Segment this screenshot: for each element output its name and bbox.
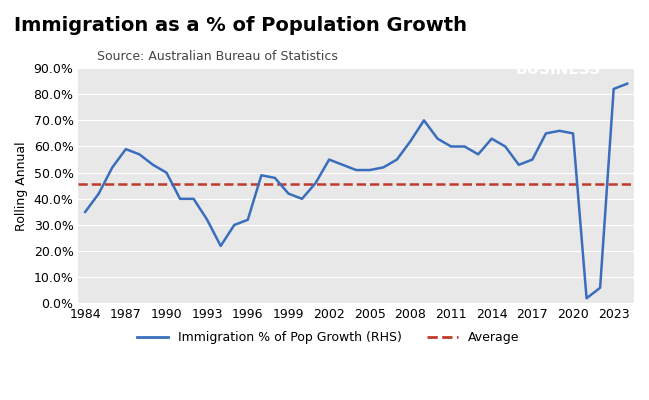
Y-axis label: Rolling Annual: Rolling Annual: [15, 141, 28, 230]
Text: Immigration as a % of Population Growth: Immigration as a % of Population Growth: [14, 16, 467, 35]
Legend: Immigration % of Pop Growth (RHS), Average: Immigration % of Pop Growth (RHS), Avera…: [132, 326, 525, 349]
Text: BUSINESS: BUSINESS: [515, 62, 601, 78]
Text: MACRO: MACRO: [527, 34, 589, 49]
Text: Source: Australian Bureau of Statistics: Source: Australian Bureau of Statistics: [97, 50, 338, 63]
